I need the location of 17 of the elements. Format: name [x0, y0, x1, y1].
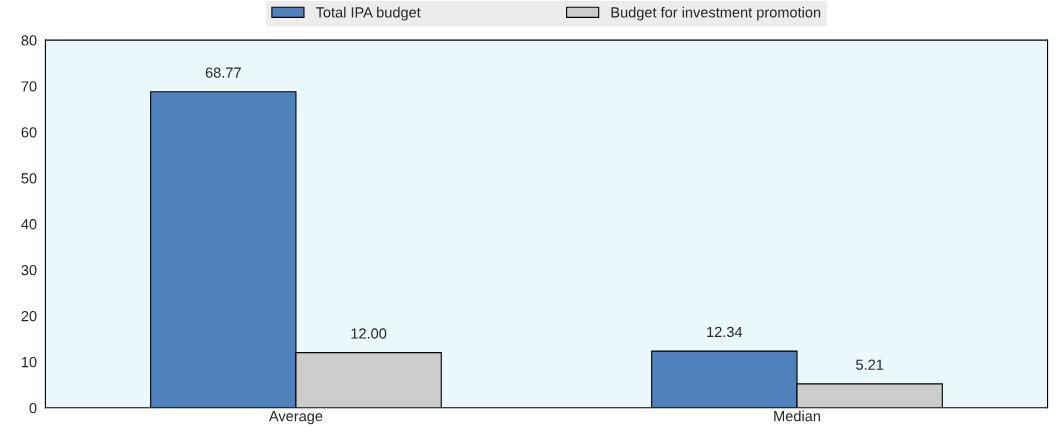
x-tick-label: Median	[774, 410, 820, 422]
data-label: 68.77	[205, 67, 241, 78]
legend-label: Budget for investment promotion	[611, 6, 821, 21]
y-tick-label: 20	[21, 311, 37, 322]
y-tick-label: 80	[21, 35, 37, 46]
y-tick-label: 70	[21, 81, 37, 92]
data-label: 5.21	[856, 359, 884, 370]
y-tick-label: 30	[21, 265, 37, 276]
y-tick-label: 40	[21, 219, 37, 230]
data-label: 12.34	[707, 326, 743, 338]
y-tick-label: 60	[21, 127, 37, 138]
y-tick-label: 50	[21, 173, 37, 184]
y-tick-label: 10	[21, 356, 37, 368]
y-tick-label: 0	[29, 402, 37, 414]
data-label: 12.00	[351, 328, 387, 339]
x-tick-label: Average	[268, 411, 323, 425]
legend-label: Total IPA budget	[315, 6, 421, 21]
